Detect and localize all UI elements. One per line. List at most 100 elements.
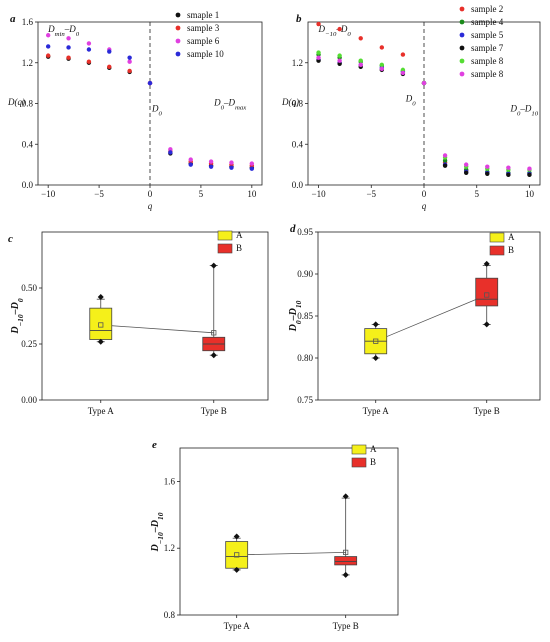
x-tick-label: −10 (41, 189, 56, 199)
data-point (127, 59, 132, 64)
data-point (485, 171, 490, 176)
x-tick-label: Type A (224, 621, 251, 631)
mean-line (100, 324, 214, 334)
annotation: D−10–D0 (318, 24, 352, 38)
data-point (86, 47, 92, 52)
plot-frame (179, 447, 399, 616)
data-point (208, 159, 214, 164)
legend-swatch (489, 245, 505, 256)
mean-marker (484, 292, 490, 298)
legend-marker (175, 12, 181, 18)
y-axis-label-part: D (288, 324, 299, 332)
x-tick-label: Type A (363, 406, 390, 416)
annotation-part: 0 (347, 31, 351, 38)
data-point (66, 45, 71, 50)
data-point (107, 49, 112, 54)
y-tick-label: 0.50 (21, 283, 37, 293)
y-axis-label-part: –D (288, 308, 299, 321)
data-point (66, 36, 71, 41)
legend-marker (459, 58, 465, 64)
y-axis-label-part: 0 (16, 298, 25, 302)
mean-marker (98, 322, 104, 328)
legend-swatch (217, 230, 233, 241)
plot-frame (317, 231, 541, 401)
legend-label: A (236, 230, 243, 240)
y-tick-label: 1.2 (164, 543, 175, 553)
annotation-part: D (213, 98, 221, 108)
data-point (463, 162, 469, 167)
legend-marker (459, 32, 465, 38)
x-tick-label: −5 (366, 189, 376, 199)
data-point (45, 44, 51, 49)
data-point (400, 52, 406, 57)
y-tick-label: 0.25 (21, 339, 37, 349)
y-axis-label-part: 10 (156, 512, 165, 520)
y-axis-label-part: 0 (294, 320, 303, 324)
annotation-part: −10 (325, 31, 337, 38)
outlier-point (97, 293, 104, 300)
annotation-part: D (405, 93, 413, 103)
data-point (400, 67, 406, 73)
data-point (358, 62, 363, 67)
outlier-point (210, 352, 217, 359)
data-point (45, 33, 51, 38)
data-point (358, 36, 363, 41)
data-point (527, 166, 532, 171)
x-tick-label: 10 (525, 189, 535, 199)
data-point (45, 53, 51, 58)
legend-label: A (508, 232, 515, 242)
panel-label: b (296, 13, 302, 25)
data-point (229, 160, 234, 165)
outlier-point (342, 571, 349, 578)
y-tick-label: 1.2 (22, 58, 33, 68)
data-point (337, 26, 342, 32)
annotation: Dmin–D0 (47, 24, 80, 38)
x-tick-label: 0 (148, 189, 153, 199)
x-axis-label: q (148, 201, 153, 211)
y-axis-label-part: D (10, 326, 21, 334)
y-tick-label: 0.90 (297, 269, 313, 279)
box (225, 541, 249, 569)
panel-a: −10 −5 0 5 100.00.40.81.21.6aqD(q)Dmin–D0D0D… (7, 10, 263, 211)
data-point (337, 53, 342, 58)
data-point (379, 62, 385, 67)
data-point (316, 55, 321, 60)
panel-b: −10 −5 0 5 100.00.40.81.2bqD(q)D−10–D0D0D0–D… (281, 4, 541, 211)
y-tick-label: 0.95 (297, 227, 313, 237)
data-point (168, 147, 173, 152)
annotation: D0–D10 (509, 104, 538, 118)
data-point (107, 64, 112, 70)
panel-label: d (290, 223, 296, 235)
outlier-point (342, 493, 349, 500)
legend-label: B (236, 243, 242, 253)
outlier-point (483, 260, 490, 267)
x-tick-label: Type B (333, 621, 359, 631)
mean-marker (211, 330, 217, 336)
data-point (66, 55, 71, 60)
annotation: D0 (405, 93, 417, 107)
y-tick-label: 0.85 (297, 311, 313, 321)
outlier-point (372, 321, 379, 328)
annotation-part: D (318, 24, 326, 34)
data-point (506, 165, 511, 170)
annotation-part: D (151, 104, 159, 114)
legend-marker (175, 51, 181, 57)
legend-marker (175, 25, 181, 31)
x-tick-label: Type B (474, 406, 500, 416)
data-point (249, 161, 255, 166)
legend-swatch (351, 444, 367, 455)
data-point (421, 80, 427, 86)
x-tick-label: 10 (247, 189, 257, 199)
legend-label: sample 7 (471, 43, 504, 53)
legend-label: B (370, 457, 376, 467)
annotation-part: –D (223, 98, 236, 108)
outlier-point (97, 338, 104, 345)
annotation-part: 0 (412, 100, 416, 107)
plot-frame (41, 231, 269, 401)
data-point (316, 21, 321, 27)
legend-label: sample 3 (187, 23, 220, 33)
outlier-point (233, 566, 240, 573)
annotation-part: 10 (531, 110, 538, 117)
data-point (337, 58, 342, 63)
annotation: D0 (151, 104, 163, 118)
